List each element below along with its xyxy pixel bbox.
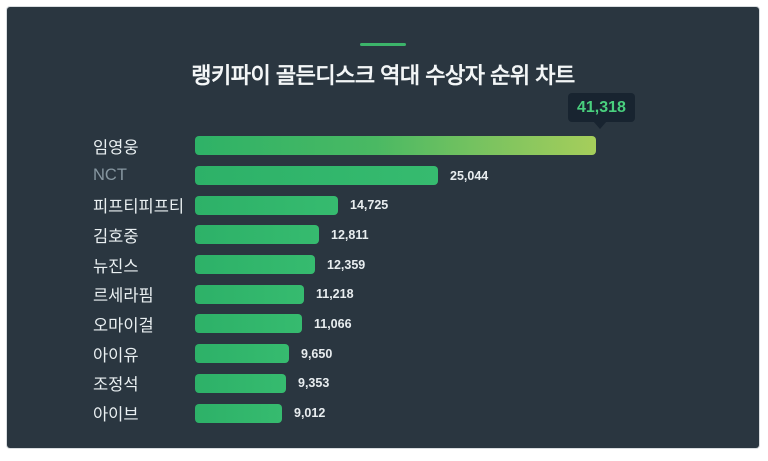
bar-row: 김호중 12,811 [7,220,759,250]
bar-label: 아이유 [93,346,139,365]
title-accent-dash [360,43,406,46]
bar-value: 25,044 [450,168,489,183]
bar [195,255,315,275]
bar [195,225,319,245]
bar-value: 9,012 [294,406,326,421]
bar-row: 르세라핌 11,218 [7,279,759,309]
bar [195,195,338,215]
bar-value: 12,811 [331,227,369,242]
bar-label: 임영웅 [93,138,139,157]
chart-title: 랭키파이 골든디스크 역대 수상자 순위 차트 [191,63,575,88]
bar-label: 뉴진스 [93,257,139,276]
chart-panel: 랭키파이 골든디스크 역대 수상자 순위 차트 41,318 임영웅 NCT 2… [7,7,759,448]
bar [195,284,304,304]
bar [195,403,282,423]
bar-label: 오마이걸 [93,316,154,335]
bar [195,314,302,334]
badge-pointer-arrow [593,121,607,129]
bar-row: 피프티피프티 14,725 [7,190,759,220]
bar-label: NCT [93,166,127,185]
leader-value-badge: 41,318 [568,93,635,129]
bar-row: 조정석 9,353 [7,369,759,399]
bar-value: 9,353 [298,376,330,391]
bar-label: 김호중 [93,227,139,246]
bar-value: 11,066 [314,316,352,331]
bar [195,344,289,364]
bar-label: 르세라핌 [93,287,154,306]
bar-value: 9,650 [301,346,333,361]
bar [195,373,286,393]
bar-value: 14,725 [350,198,389,213]
bar-row: 오마이걸 11,066 [7,309,759,339]
bar-row: 뉴진스 12,359 [7,250,759,280]
bar-value: 11,218 [316,287,354,302]
bar-label: 조정석 [93,376,139,395]
leader-value-text: 41,318 [577,98,626,116]
bar [195,136,596,156]
bar-row: 임영웅 [7,131,759,161]
bar-row: 아이유 9,650 [7,339,759,369]
bar-row: NCT 25,044 [7,161,759,191]
bar-rows: 임영웅 NCT 25,044 피프티피프티 14,725 김호중 12,811 … [7,131,759,428]
bar-label: 아이브 [93,406,139,425]
bar-label: 피프티피프티 [93,198,185,217]
bar-row: 아이브 9,012 [7,398,759,428]
bar-value: 12,359 [327,257,366,272]
bar [195,166,438,186]
